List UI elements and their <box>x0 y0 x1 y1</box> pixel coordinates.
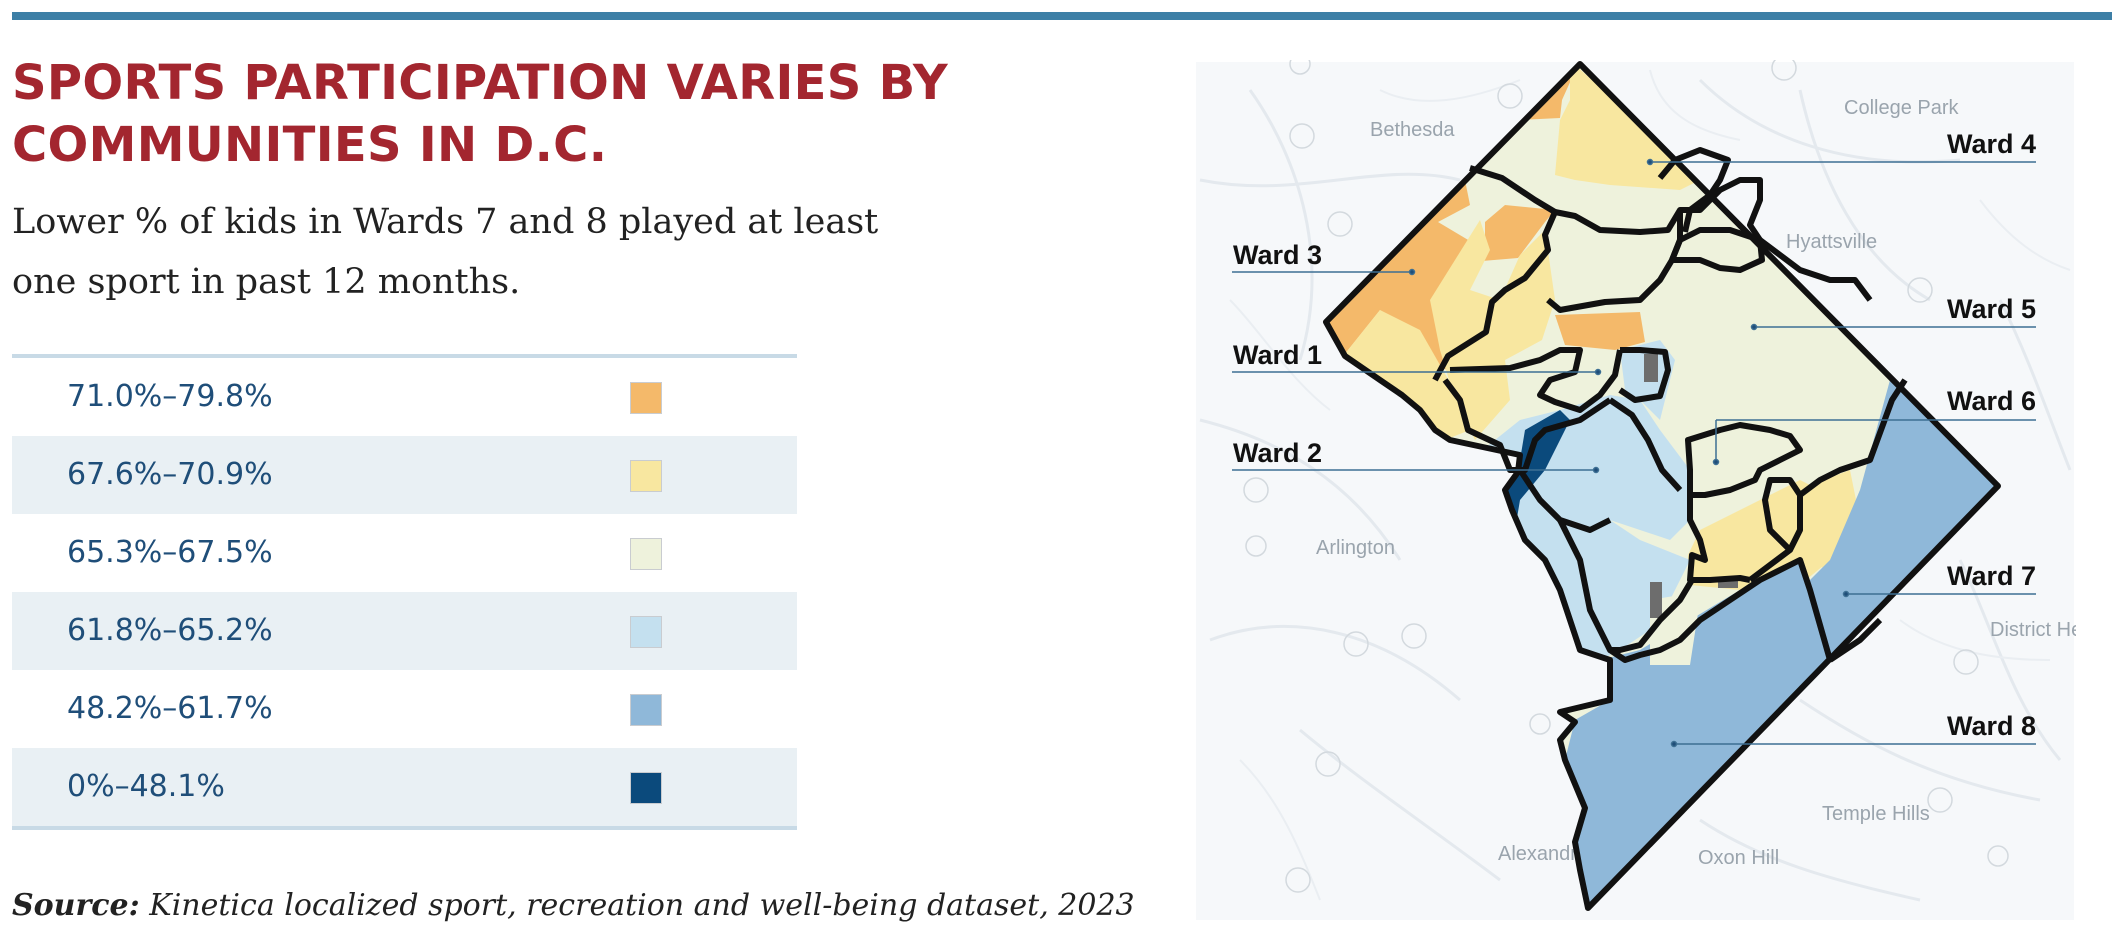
legend-label: 61.8%–65.2% <box>67 613 273 648</box>
fill-park-gray-b <box>1650 582 1662 618</box>
legend: 71.0%–79.8% 67.6%–70.9% 65.3%–67.5% 61.8… <box>12 354 797 830</box>
page-title: SPORTS PARTICIPATION VARIES BY COMMUNITI… <box>12 55 948 173</box>
ward-label-7: Ward 7 <box>1947 561 2036 591</box>
legend-label: 0%–48.1% <box>67 769 225 804</box>
place-label: Arlington <box>1316 537 1395 559</box>
place-label: Alexandria <box>1498 843 1593 865</box>
fill-ward3-medium-b <box>1340 310 1470 445</box>
legend-label: 65.3%–67.5% <box>67 535 273 570</box>
legend-label: 48.2%–61.7% <box>67 691 273 726</box>
dc-outline <box>1323 61 2001 911</box>
ward-labels: Ward 1 Ward 2 Ward 3 Ward 4 Ward 5 Ward … <box>1233 129 2036 741</box>
place-label: Oxon Hill <box>1698 847 1779 869</box>
legend-label: 71.0%–79.8% <box>67 379 273 414</box>
legend-swatch <box>630 772 662 804</box>
fill-ward8-mid-blue <box>1565 560 1830 908</box>
background-roads <box>1199 78 2072 902</box>
ward-label-2: Ward 2 <box>1233 438 1322 468</box>
ward-boundary <box>1828 617 1883 663</box>
legend-label: 67.6%–70.9% <box>67 457 273 492</box>
ward-boundary <box>1557 518 1695 653</box>
source-note: Source: Kinetica localized sport, recrea… <box>12 888 1135 923</box>
ward-label-1: Ward 1 <box>1233 340 1322 370</box>
fill-ward7-mid-blue <box>1800 380 1998 660</box>
place-label: District Heights <box>1990 619 2076 641</box>
place-label: Bethesda <box>1370 119 1455 141</box>
ward-boundary <box>1687 470 1751 583</box>
ward-boundary <box>1685 422 1803 498</box>
legend-row: 0%–48.1% <box>12 748 797 826</box>
legend-swatch <box>630 460 662 492</box>
legend-row: 61.8%–65.2% <box>12 592 797 670</box>
legend-swatch <box>630 616 662 648</box>
legend-swatch <box>630 694 662 726</box>
fill-ward4-top-medium <box>1555 64 1700 190</box>
background-roads-secondary <box>1229 69 2071 901</box>
page-subtitle: Lower % of kids in Wards 7 and 8 played … <box>12 202 879 302</box>
fill-ward3-high <box>1326 64 1580 380</box>
ward-boundary <box>1748 477 1803 583</box>
ward-boundary <box>1608 557 1833 663</box>
legend-swatch <box>630 382 662 414</box>
legend-swatch <box>630 538 662 570</box>
ward-boundary <box>1798 378 1908 498</box>
ward-boundaries <box>1432 147 1908 663</box>
ward-label-4: Ward 4 <box>1947 129 2036 159</box>
ward-leader-lines <box>1232 158 2036 748</box>
ward-label-3: Ward 3 <box>1233 240 1322 270</box>
ward-label-5: Ward 5 <box>1947 294 2036 324</box>
legend-row: 65.3%–67.5% <box>12 514 797 592</box>
legend-row: 67.6%–70.9% <box>12 436 797 514</box>
place-label: College Park <box>1844 97 1960 119</box>
road-shields <box>1243 60 2009 893</box>
ward-label-6: Ward 6 <box>1947 386 2036 416</box>
ward-boundary <box>1608 397 1683 493</box>
dc-ward-map: Bethesda College Park Hyattsville Arling… <box>1196 60 2076 920</box>
ward-boundary <box>1618 347 1671 403</box>
place-label: Hyattsville <box>1786 231 1877 253</box>
ward-boundary <box>1680 177 1873 302</box>
legend-row: 48.2%–61.7% <box>12 670 797 748</box>
place-labels: Bethesda College Park Hyattsville Arling… <box>1316 97 2076 869</box>
ward-boundary <box>1449 347 1623 413</box>
source-label: Source: <box>12 888 140 923</box>
legend-row: 71.0%–79.8% <box>12 358 797 436</box>
source-text: Kinetica localized sport, recreation and… <box>149 888 1135 923</box>
fill-ward5-orange <box>1555 312 1645 350</box>
top-rule <box>12 12 2112 20</box>
fill-park-gray-c <box>1718 578 1738 588</box>
fill-park-gray-a <box>1644 354 1658 382</box>
ward-boundary <box>1432 165 1558 382</box>
ward-label-8: Ward 8 <box>1947 711 2036 741</box>
place-label: Temple Hills <box>1822 803 1930 825</box>
